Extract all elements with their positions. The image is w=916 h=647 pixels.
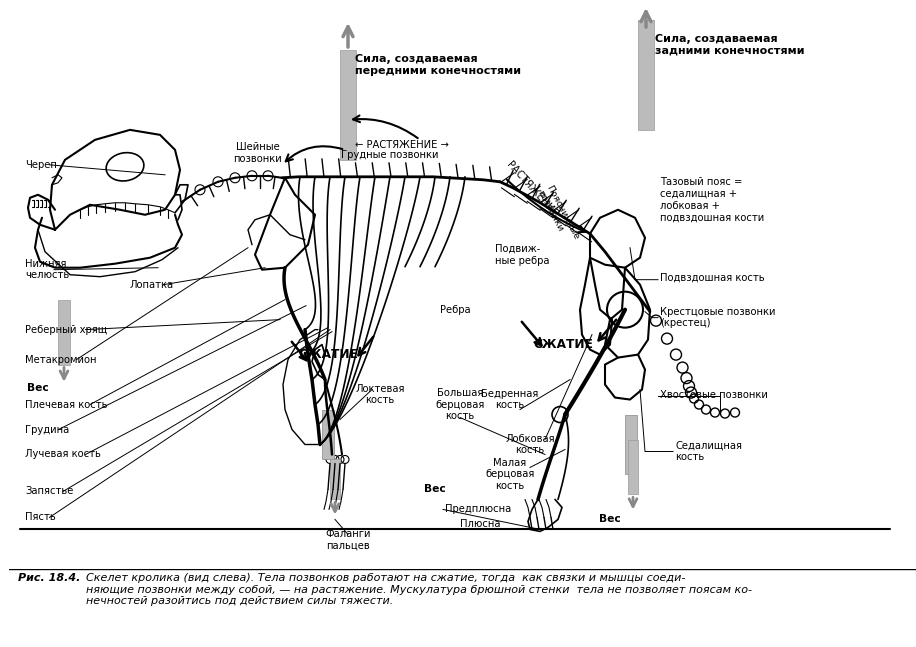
Text: Грудина: Грудина — [25, 424, 70, 435]
Bar — [330, 459, 340, 499]
Text: Седалищная
кость: Седалищная кость — [675, 441, 742, 463]
Text: Реберный хрящ: Реберный хрящ — [25, 325, 107, 334]
Text: Крестцовые позвонки
(крестец): Крестцовые позвонки (крестец) — [660, 307, 776, 329]
Text: Сила, создаваемая
задними конечностями: Сила, создаваемая задними конечностями — [655, 34, 804, 56]
Text: Локтевая
кость: Локтевая кость — [355, 384, 405, 406]
Circle shape — [213, 177, 223, 187]
Text: Лопатка: Лопатка — [130, 280, 174, 290]
Text: Метакромион: Метакромион — [25, 355, 96, 365]
Bar — [628, 439, 638, 494]
Text: Тазовый пояс =
седалищная +
лобковая +
подвздошная кости: Тазовый пояс = седалищная + лобковая + п… — [660, 177, 764, 222]
Text: Нижняя
челюсть: Нижняя челюсть — [25, 259, 70, 281]
Text: Череп: Череп — [25, 160, 57, 170]
Text: Подвздошная кость: Подвздошная кость — [660, 272, 765, 283]
Text: Фаланги
пальцев: Фаланги пальцев — [325, 529, 371, 550]
Text: Скелет кролика (вид слева). Тела позвонков работают на сжатие, тогда  как связки: Скелет кролика (вид слева). Тела позвонк… — [86, 573, 752, 606]
Text: Хвостовые позвонки: Хвостовые позвонки — [660, 389, 768, 400]
Text: Вес: Вес — [599, 514, 621, 525]
Text: Шейные
позвонки: Шейные позвонки — [234, 142, 282, 164]
Text: ← РАСТЯЖЕНИЕ →: ← РАСТЯЖЕНИЕ → — [355, 140, 449, 150]
Text: Запястье: Запястье — [25, 487, 73, 496]
Text: Плюсна: Плюсна — [460, 520, 500, 529]
Text: Сила, создаваемая
передними конечностями: Сила, создаваемая передними конечностями — [355, 54, 521, 76]
Text: Предплюсна: Предплюсна — [445, 505, 511, 514]
Text: Плечевая кость: Плечевая кость — [25, 400, 107, 410]
Circle shape — [195, 185, 205, 195]
Text: Вес: Вес — [424, 485, 446, 494]
Text: Ребра: Ребра — [440, 305, 471, 314]
Bar — [322, 410, 334, 459]
Text: РАСТЯЖЕНИЕ: РАСТЯЖЕНИЕ — [505, 160, 560, 219]
Text: Бедренная
кость: Бедренная кость — [481, 389, 539, 410]
Text: Поясничные
позвонки: Поясничные позвонки — [535, 184, 581, 246]
Bar — [340, 50, 356, 160]
Bar — [625, 415, 637, 474]
Text: Большая
берцовая
кость: Большая берцовая кость — [435, 388, 485, 421]
Text: Пясть: Пясть — [25, 512, 56, 522]
Text: Грудные позвонки: Грудные позвонки — [342, 150, 439, 160]
Circle shape — [230, 173, 240, 183]
Text: СЖАТИЕ: СЖАТИЕ — [298, 348, 358, 361]
Text: Рис. 18.4.: Рис. 18.4. — [18, 573, 81, 583]
Circle shape — [263, 171, 273, 181]
Text: Лучевая кость: Лучевая кость — [25, 450, 101, 459]
Bar — [58, 300, 70, 365]
Text: Подвиж-
ные ребра: Подвиж- ные ребра — [495, 244, 550, 265]
Text: Вес: Вес — [27, 382, 49, 393]
Text: СЖАТИЕ: СЖАТИЕ — [533, 338, 593, 351]
Text: Малая
берцовая
кость: Малая берцовая кость — [485, 458, 535, 491]
Text: Лобковая
кость: Лобковая кость — [506, 433, 555, 455]
Bar — [638, 20, 654, 130]
Circle shape — [247, 171, 257, 181]
